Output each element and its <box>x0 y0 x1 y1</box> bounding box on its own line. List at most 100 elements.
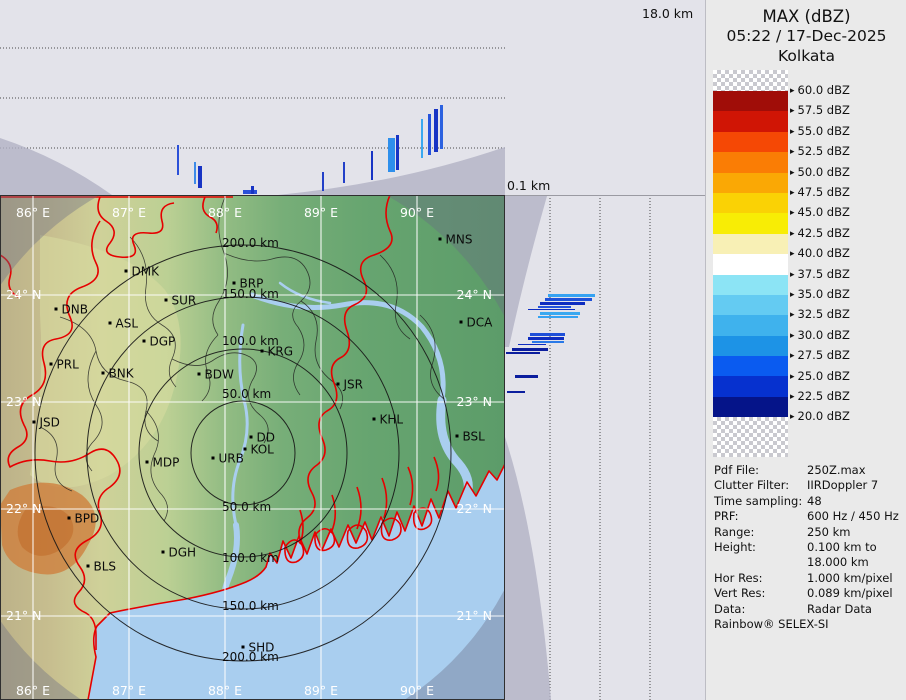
city-label: URB <box>219 452 244 466</box>
dbz-band <box>713 335 788 357</box>
dbz-tick-label: ▸ 57.5 dBZ <box>790 103 850 118</box>
echo-bar <box>548 294 595 297</box>
echo-bar <box>538 306 571 308</box>
city-dot-icon <box>124 269 128 273</box>
dbz-tick-label: ▸ 45.0 dBZ <box>790 205 850 220</box>
dbz-tick-label: ▸ 25.0 dBZ <box>790 368 850 383</box>
dbz-tick-label: ▸ 27.5 dBZ <box>790 348 850 363</box>
longitude-label: 87° E <box>112 205 146 220</box>
city-label: DNB <box>62 303 88 317</box>
city-label: MNS <box>446 233 473 247</box>
tick-arrow-icon: ▸ <box>790 412 795 423</box>
city-dot-icon <box>161 550 165 554</box>
height-axis-min-label: 0.1 km <box>507 178 551 193</box>
ew-height-profile-panel <box>0 0 505 195</box>
city-label: KRG <box>268 345 294 359</box>
city-dot-icon <box>164 298 168 302</box>
range-ring-label: 150.0 km <box>222 287 279 301</box>
city-dot-icon <box>455 434 459 438</box>
city-dot-icon <box>211 456 215 460</box>
dbz-band <box>713 213 788 234</box>
city-label: JSD <box>39 416 60 430</box>
latitude-label: 22° N <box>6 501 41 516</box>
meta-key: Vert Res: <box>714 586 766 601</box>
meta-value: 48 <box>807 493 822 508</box>
range-ring-labels: 200.0 km 150.0 km 100.0 km 50.0 km 50.0 km 10… <box>222 236 279 664</box>
tick-arrow-icon: ▸ <box>790 351 795 362</box>
out-of-range-overlay <box>0 195 505 700</box>
tick-arrow-icon: ▸ <box>790 249 795 260</box>
echo-bar <box>545 298 592 301</box>
longitude-label: 87° E <box>112 683 146 698</box>
tick-arrow-icon: ▸ <box>790 106 795 117</box>
city-label: DGP <box>150 335 176 349</box>
dbz-tick-label: ▸ 20.0 dBZ <box>790 409 850 424</box>
dbz-tick-label: ▸ 55.0 dBZ <box>790 123 850 138</box>
echo-top-bars <box>506 294 595 393</box>
ns-height-profile-panel <box>505 195 705 700</box>
latitude-label: 21° N <box>457 608 492 623</box>
station-name: Kolkata <box>778 47 835 65</box>
latitude-label: 24° N <box>6 287 41 302</box>
latitude-label: 24° N <box>457 287 492 302</box>
software-credit: Rainbow® SELEX-SI <box>714 617 829 631</box>
meta-value: 600 Hz / 450 Hz <box>807 509 899 524</box>
echo-bar <box>507 391 525 393</box>
meta-value: IIRDoppler 7 <box>807 478 879 493</box>
echo-bar <box>243 190 257 194</box>
city-dot-icon <box>243 447 247 451</box>
city-label: SUR <box>172 294 197 308</box>
echo-bar <box>421 119 423 158</box>
height-gridlines <box>0 47 505 149</box>
echo-bar <box>540 302 585 305</box>
city-label: SHD <box>249 641 275 655</box>
city-label: MDP <box>153 456 180 470</box>
longitude-label: 89° E <box>304 205 338 220</box>
city-label: JSR <box>343 378 364 392</box>
meta-value: Radar Data <box>807 601 872 616</box>
tick-arrow-icon: ▸ <box>790 228 795 239</box>
echo-bar <box>530 333 565 336</box>
meta-value: 250Z.max <box>807 463 866 477</box>
range-ring-label: 50.0 km <box>222 500 271 514</box>
dbz-band <box>713 254 788 275</box>
echo-bar <box>371 151 373 180</box>
tick-arrow-icon: ▸ <box>790 269 795 280</box>
city-dot-icon <box>86 564 90 568</box>
echo-bar <box>388 138 395 172</box>
city-dot-icon <box>101 371 105 375</box>
city-dot-icon <box>49 362 53 366</box>
dbz-colorbar <box>713 70 788 458</box>
echo-bar <box>528 309 575 310</box>
colorbar-bands <box>713 91 788 418</box>
tick-arrow-icon: ▸ <box>790 392 795 402</box>
colorbar-bottom-checker <box>713 417 788 458</box>
meta-key: Hor Res: <box>714 570 763 585</box>
city-dot-icon <box>260 349 264 353</box>
city-markers: DMK BRP SUR DNB ASL DGP KRG PRL BNK BDW JSR MNS DCA K… <box>32 233 493 655</box>
meta-key: Time sampling: <box>714 493 803 508</box>
city-dot-icon <box>197 372 201 376</box>
dbz-band <box>713 396 788 418</box>
tick-arrow-icon: ▸ <box>790 86 795 96</box>
latitude-label: 22° N <box>457 501 492 516</box>
echo-bar <box>177 145 179 175</box>
dbz-tick-label: ▸ 42.5 dBZ <box>790 225 850 240</box>
product-title: MAX (dBZ) <box>762 7 851 26</box>
city-dot-icon <box>142 339 146 343</box>
beam-blockage-wedges <box>505 196 551 700</box>
tick-arrow-icon: ▸ <box>790 208 795 219</box>
dbz-tick-label: ▸ 32.5 dBZ <box>790 307 850 322</box>
meta-value: 0.100 km to <box>807 540 877 555</box>
tick-arrow-icon: ▸ <box>790 290 795 300</box>
dbz-band <box>713 356 788 377</box>
meta-key: Pdf File: <box>714 463 760 477</box>
radar-map: 200.0 km 150.0 km 100.0 km 50.0 km 50.0 km 10… <box>0 195 505 700</box>
dbz-band <box>713 172 788 193</box>
latitude-label: 21° N <box>6 608 41 623</box>
city-label: KOL <box>251 443 275 457</box>
tick-arrow-icon: ▸ <box>790 188 795 198</box>
longitude-label: 90° E <box>400 683 434 698</box>
city-label: PRL <box>57 358 80 372</box>
